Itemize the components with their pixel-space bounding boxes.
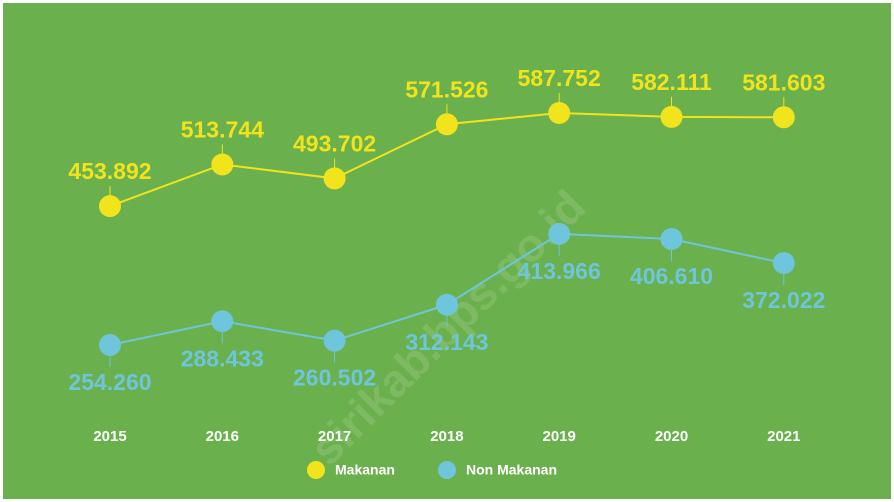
data-label: 513.744 bbox=[181, 117, 264, 143]
legend-marker bbox=[307, 461, 325, 479]
data-label: 406.610 bbox=[630, 263, 713, 289]
point bbox=[548, 102, 571, 124]
data-label: 493.702 bbox=[293, 131, 376, 157]
point bbox=[660, 105, 683, 128]
point bbox=[772, 106, 795, 129]
data-label: 413.966 bbox=[518, 258, 601, 284]
x-tick-label: 2017 bbox=[318, 428, 351, 445]
x-tick-label: 2021 bbox=[767, 428, 800, 445]
point bbox=[211, 310, 234, 333]
legend-label: Makanan bbox=[335, 462, 395, 478]
data-label: 571.526 bbox=[405, 76, 488, 102]
data-label: 453.892 bbox=[68, 158, 151, 184]
legend-marker bbox=[438, 461, 456, 479]
point bbox=[435, 113, 458, 136]
background bbox=[3, 3, 891, 499]
point bbox=[99, 195, 121, 218]
point bbox=[548, 222, 571, 245]
point bbox=[435, 293, 458, 316]
data-label: 288.433 bbox=[181, 345, 264, 371]
x-tick-label: 2016 bbox=[206, 428, 239, 445]
point bbox=[323, 329, 346, 352]
point bbox=[211, 153, 234, 176]
data-label: 312.143 bbox=[405, 329, 488, 355]
data-label: 254.260 bbox=[68, 369, 151, 395]
data-label: 582.111 bbox=[631, 69, 712, 95]
data-label: 372.022 bbox=[742, 287, 825, 313]
point bbox=[660, 228, 683, 251]
x-tick-label: 2018 bbox=[430, 428, 463, 445]
x-tick-label: 2020 bbox=[655, 428, 688, 445]
x-tick-label: 2019 bbox=[543, 428, 576, 445]
legend-label: Non Makanan bbox=[466, 462, 557, 478]
x-tick-label: 2015 bbox=[93, 428, 126, 445]
data-label: 587.752 bbox=[518, 65, 601, 91]
point bbox=[772, 252, 795, 275]
data-label: 581.603 bbox=[742, 69, 825, 95]
data-label: 260.502 bbox=[293, 365, 376, 391]
point bbox=[323, 167, 346, 190]
point bbox=[99, 334, 121, 356]
